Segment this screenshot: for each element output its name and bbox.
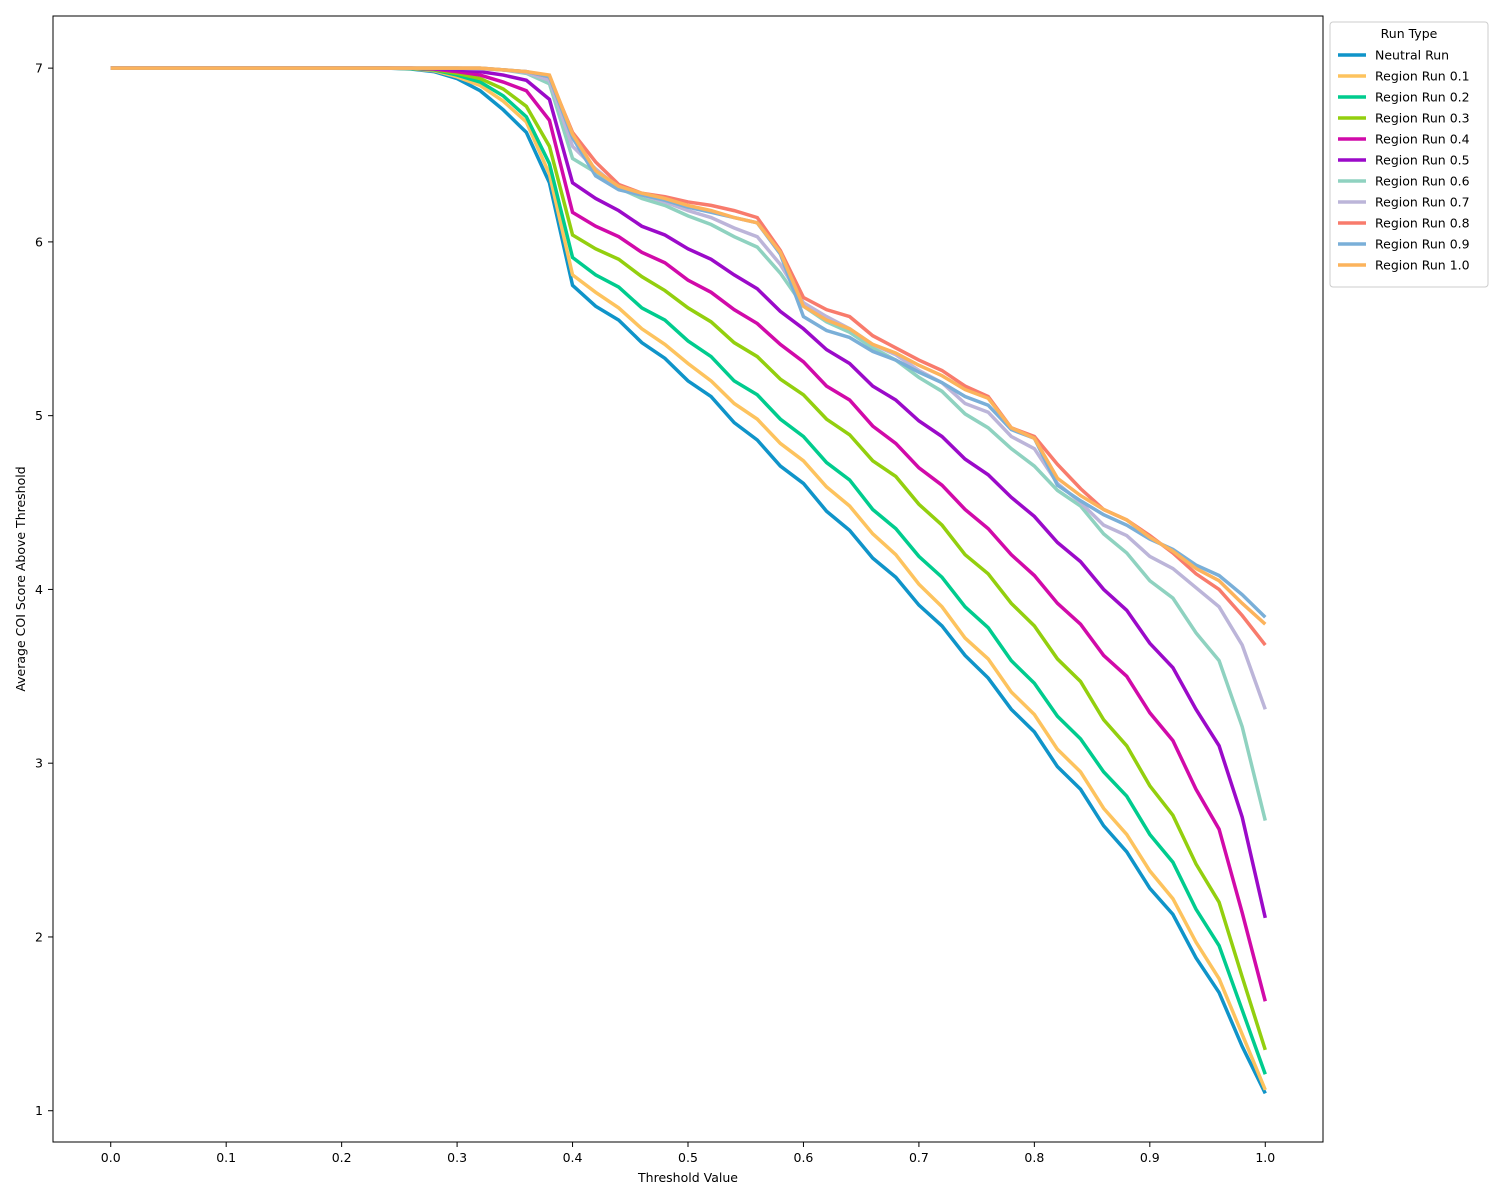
x-tick-label: 1.0 [1255,1150,1275,1165]
legend-entry-label: Region Run 0.2 [1375,90,1470,105]
x-tick-label: 0.8 [1024,1150,1044,1165]
y-tick-label: 3 [35,756,43,771]
series-line-11 [110,66,1267,626]
series-line-7 [110,66,1267,821]
y-tick-label: 5 [35,408,43,423]
legend-entry-label: Neutral Run [1375,48,1449,63]
x-tick-label: 0.5 [678,1150,698,1165]
legend-entry-label: Region Run 0.4 [1375,132,1470,147]
legend-entry-label: Region Run 0.6 [1375,174,1470,189]
x-tick-label: 0.7 [909,1150,929,1165]
y-tick-label: 4 [35,582,43,597]
y-tick-label: 2 [35,929,43,944]
legend-entry-label: Region Run 0.5 [1375,153,1470,168]
series-line-8 [110,66,1267,710]
x-tick-label: 0.9 [1140,1150,1160,1165]
x-tick-label: 0.4 [563,1150,583,1165]
x-tick-label: 0.0 [101,1150,121,1165]
y-tick-label: 6 [35,234,43,249]
legend: Run Type Neutral Run Region Run 0.1 Region… [1329,21,1489,288]
series-line-2 [110,66,1267,1091]
legend-entry-label: Region Run 0.1 [1375,69,1470,84]
y-axis-label: Average COI Score Above Threshold [13,466,28,691]
y-tick-label: 1 [35,1103,43,1118]
series-line-9 [110,66,1267,647]
x-axis: 0.0 0.1 0.2 0.3 0.4 0.5 0.6 0.7 0.8 0.9 1.0 [101,1142,1275,1165]
x-tick-label: 0.3 [447,1150,467,1165]
legend-entry-label: Region Run 0.7 [1375,195,1470,210]
legend-entry-label: Region Run 0.3 [1375,111,1470,126]
legend-entry-label: Region Run 0.8 [1375,216,1470,231]
series-line-1 [110,66,1267,1095]
series-line-3 [110,66,1267,1075]
x-axis-label: Threshold Value [637,1170,738,1185]
x-tick-label: 0.6 [794,1150,814,1165]
y-axis: 1 2 3 4 5 6 7 [35,61,53,1118]
legend-entry-label: Region Run 0.9 [1375,237,1470,252]
series-layer [110,66,1267,1095]
y-tick-label: 7 [35,61,43,76]
legend-title: Run Type [1381,26,1438,41]
x-tick-label: 0.2 [332,1150,352,1165]
legend-items: Neutral Run Region Run 0.1 Region Run 0.2 R… [1338,48,1470,273]
legend-box [1329,21,1489,288]
legend-entry-label: Region Run 1.0 [1375,258,1470,273]
x-tick-label: 0.1 [216,1150,236,1165]
plot-area-frame [52,15,1324,1143]
